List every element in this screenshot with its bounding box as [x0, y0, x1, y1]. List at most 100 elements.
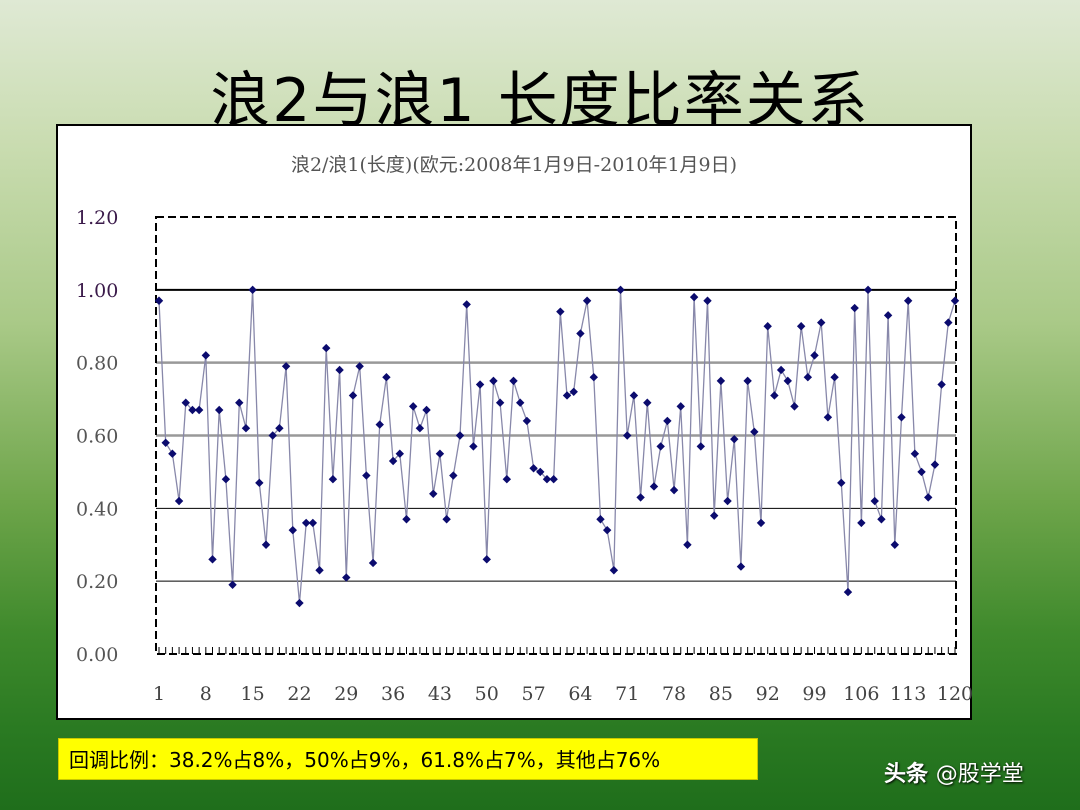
- data-point-marker: [924, 493, 933, 502]
- data-point-marker: [609, 566, 619, 575]
- x-tick-label: 15: [241, 683, 265, 705]
- data-point-marker: [636, 493, 645, 502]
- data-point-marker: [208, 555, 217, 564]
- data-point-marker: [756, 518, 766, 528]
- data-point-marker: [562, 391, 572, 400]
- x-tick-label: 50: [475, 683, 499, 705]
- data-point-marker: [897, 413, 906, 422]
- data-point-marker: [689, 292, 699, 302]
- data-point-marker: [696, 442, 706, 451]
- data-point-marker: [703, 296, 712, 305]
- data-point-marker: [730, 434, 739, 444]
- data-point-marker: [596, 515, 605, 524]
- data-point-marker: [475, 380, 485, 389]
- data-point-marker: [810, 351, 819, 360]
- data-point-marker: [763, 322, 772, 331]
- x-tick-label: 29: [334, 683, 358, 705]
- data-point-marker: [796, 322, 806, 331]
- data-point-marker: [616, 285, 625, 295]
- data-point-marker: [843, 587, 853, 597]
- x-tick-label: 1: [153, 683, 165, 705]
- data-point-marker: [295, 598, 304, 608]
- chart-title: 浪2/浪1(长度)(欧元:2008年1月9日-2010年1月9日): [290, 154, 738, 176]
- line-chart: 0.00 0.20 0.40 0.60 0.80 1.00 1.20 1 8 15 22 29 36 43…: [76, 207, 973, 705]
- data-point-marker: [375, 420, 384, 429]
- data-point-marker: [837, 478, 846, 488]
- data-point-marker: [663, 416, 672, 426]
- y-tick-label: 1.00: [76, 280, 118, 302]
- x-tick-label: 99: [802, 683, 826, 705]
- data-point-marker: [268, 431, 277, 440]
- data-point-marker: [489, 376, 498, 386]
- data-point-marker: [683, 540, 692, 549]
- data-point-marker: [937, 380, 946, 389]
- watermark-brand: 头条: [884, 762, 929, 787]
- x-tick-label: 78: [662, 683, 686, 705]
- data-point-marker: [482, 555, 491, 564]
- data-point-marker: [857, 518, 866, 528]
- data-point-marker: [402, 515, 411, 524]
- retracement-summary: 回调比例：38.2%占8%，50%占9%，61.8%占7%，其他占76%: [58, 738, 758, 780]
- x-tick-label: 43: [428, 683, 452, 705]
- data-point-marker: [656, 442, 665, 451]
- data-point-marker: [368, 558, 378, 568]
- data-point-marker: [408, 402, 418, 411]
- data-point-marker: [362, 471, 371, 480]
- data-point-marker: [723, 496, 732, 506]
- series-line: [158, 289, 956, 604]
- data-point-marker: [602, 525, 612, 535]
- y-tick-label: 0.20: [76, 571, 118, 593]
- data-point-marker: [716, 376, 726, 386]
- watermark: 头条 @股学堂: [884, 756, 1024, 788]
- data-point-marker: [850, 303, 859, 313]
- data-point-marker: [770, 391, 779, 400]
- data-point-marker: [502, 475, 512, 484]
- data-point-marker: [255, 478, 264, 488]
- data-point-marker: [649, 482, 659, 491]
- data-point-marker: [161, 438, 170, 447]
- data-point-marker: [669, 485, 679, 495]
- data-point-marker: [776, 365, 786, 375]
- data-point-marker: [569, 387, 578, 396]
- x-tick-label: 106: [843, 683, 879, 705]
- data-point-marker: [201, 351, 211, 360]
- x-tick-label: 57: [521, 683, 545, 705]
- data-point-marker: [215, 405, 224, 415]
- data-point-marker: [462, 300, 471, 309]
- data-point-marker: [248, 285, 257, 295]
- data-point-marker: [944, 318, 953, 327]
- data-point-marker: [817, 318, 826, 327]
- data-point-marker: [877, 515, 886, 524]
- data-point-marker: [556, 307, 565, 316]
- data-point-marker: [261, 540, 271, 549]
- x-tick-label: 113: [890, 683, 926, 705]
- x-tick-label: 120: [937, 683, 973, 705]
- chart-frame: 浪2/浪1(长度)(欧元:2008年1月9日-2010年1月9日) 0.00 0.…: [56, 124, 973, 720]
- data-point-marker: [522, 416, 532, 426]
- data-point-marker: [623, 431, 632, 440]
- data-point-marker: [576, 329, 585, 338]
- data-point-marker: [288, 525, 297, 535]
- data-point-marker: [589, 373, 598, 382]
- data-point-marker: [529, 464, 538, 473]
- data-point-marker: [516, 398, 525, 407]
- data-point-marker: [643, 398, 652, 407]
- data-point-marker: [803, 373, 813, 382]
- y-tick-label: 1.20: [76, 207, 118, 229]
- data-point-marker: [469, 442, 478, 451]
- data-point-marker: [863, 285, 873, 295]
- x-tick-label: 64: [568, 683, 592, 705]
- data-point-marker: [335, 365, 344, 375]
- data-point-marker: [536, 467, 545, 477]
- data-point-marker: [870, 496, 879, 506]
- y-tick-label: 0.00: [76, 644, 118, 666]
- data-point-marker: [241, 424, 251, 433]
- x-tick-label: 71: [615, 683, 639, 705]
- data-point-marker: [930, 460, 940, 469]
- data-point-marker: [275, 424, 284, 433]
- data-point-marker: [235, 398, 244, 407]
- data-point-marker: [315, 566, 324, 575]
- data-point-marker: [883, 311, 893, 320]
- data-point-marker: [429, 489, 438, 498]
- data-point-marker: [903, 296, 913, 305]
